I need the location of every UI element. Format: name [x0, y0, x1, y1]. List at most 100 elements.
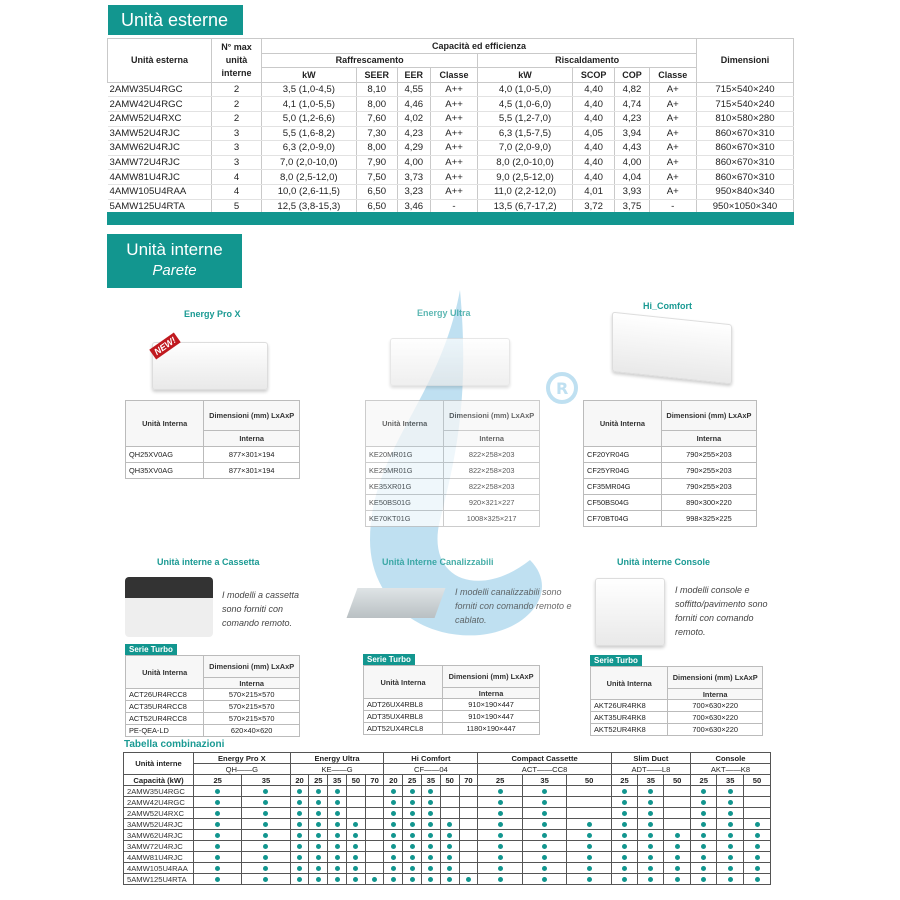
unit-dimensions: 998×325×225	[660, 510, 758, 527]
combination-cell	[192, 807, 243, 819]
combination-cell	[663, 796, 691, 808]
compatible-dot-icon	[353, 843, 359, 849]
compatible-dot-icon	[215, 876, 221, 882]
combination-cell	[477, 851, 523, 863]
cell: 4,04	[614, 169, 650, 185]
combination-cell	[241, 840, 291, 852]
cell: 8,00	[355, 96, 398, 112]
combination-cell	[345, 862, 366, 874]
capacity-value: 35	[637, 774, 665, 786]
compatible-dot-icon	[622, 810, 627, 816]
combination-cell	[458, 851, 479, 863]
compatible-dot-icon	[353, 821, 359, 827]
product-title-energy-pro-x: Energy Pro X	[184, 309, 241, 319]
combination-cell	[308, 829, 329, 841]
combination-cell	[566, 818, 612, 830]
unit-dimensions: 910×190×447	[442, 698, 540, 711]
combination-cell	[458, 829, 479, 841]
console-image	[595, 578, 665, 646]
unit-dimensions: 877×301×194	[203, 446, 300, 463]
col-unit: Unità Interna	[589, 666, 669, 700]
unit-model: 3AMW52U4RJC	[123, 818, 194, 830]
compatible-dot-icon	[390, 843, 396, 849]
compatible-dot-icon	[701, 854, 707, 860]
product-title-energy-ultra: Energy Ultra	[417, 308, 471, 318]
combination-cell	[241, 785, 291, 797]
combination-cell	[421, 818, 441, 830]
combination-cell	[521, 851, 568, 863]
capacity-value: 50	[439, 774, 460, 786]
combination-cell	[402, 873, 423, 885]
table-row: AKT26UR4RK8 700×630×220	[589, 699, 763, 712]
unit-model: AKT26UR4RK8	[589, 699, 669, 712]
compatible-dot-icon	[428, 843, 434, 849]
cell: A++	[429, 169, 479, 185]
compatible-dot-icon	[497, 799, 503, 805]
compatible-dot-icon	[622, 865, 627, 871]
combination-cell	[402, 785, 423, 797]
unit-model: PE-QEA-LD	[124, 724, 205, 737]
compatible-dot-icon	[701, 788, 707, 794]
compatible-dot-icon	[428, 854, 434, 860]
cell: 8,10	[355, 82, 398, 98]
table-row: AKT35UR4RK8 700×630×220	[589, 711, 763, 724]
col-unit: Unità Interna	[124, 400, 205, 447]
col-unit: Unità esterna	[107, 38, 212, 83]
combination-cell	[308, 807, 329, 819]
compatible-dot-icon	[263, 832, 269, 838]
ducted-table: Unità Interna Dimensioni (mm) LxAxP Intern…	[362, 665, 540, 735]
table-row: 2AMW35U4RGC	[123, 785, 771, 797]
combination-cell	[689, 851, 718, 863]
compatible-dot-icon	[428, 821, 434, 827]
cell: 11,0 (2,2-12,0)	[477, 184, 573, 200]
col-heat-class: Classe	[648, 67, 697, 83]
unit-model: CF50BS04G	[583, 494, 662, 511]
compatible-dot-icon	[315, 799, 321, 805]
unit-model: ADT52UX4RCL8	[362, 722, 444, 735]
combination-cell	[439, 851, 460, 863]
table-row: CF20YR04G 790×255×203	[583, 446, 758, 463]
watermark-registered-mark: R	[556, 379, 568, 398]
capacity-value: 50	[743, 774, 771, 786]
combination-cell	[637, 818, 665, 830]
group-code: ACT——CC8	[477, 763, 612, 775]
cell: A+	[648, 126, 697, 142]
cell: 5,5 (1,6-8,2)	[261, 126, 357, 142]
unit-model: KE50BS01G	[364, 494, 445, 511]
combination-cell	[289, 862, 310, 874]
cell: A++	[429, 126, 479, 142]
col-max-units: N° max unità interne	[211, 38, 262, 83]
combination-cell	[402, 818, 423, 830]
col-unit: Unità Interna	[583, 400, 662, 447]
table-row: CF35MR04G 790×255×203	[583, 478, 758, 495]
combination-cell	[402, 807, 423, 819]
compatible-dot-icon	[542, 799, 548, 805]
combination-cell	[743, 873, 771, 885]
cell: 4,23	[396, 126, 431, 142]
compatible-dot-icon	[622, 832, 627, 838]
combination-cell	[458, 785, 479, 797]
combination-cell	[610, 873, 639, 885]
compatible-dot-icon	[390, 832, 396, 838]
table-row: KE35XR01G 822×258×203	[364, 478, 540, 495]
combination-cell	[716, 862, 745, 874]
unit-dimensions: 822×258×203	[443, 446, 540, 463]
group-name: Energy Pro X	[193, 752, 291, 764]
cell: 4,23	[614, 111, 650, 127]
compatible-dot-icon	[334, 854, 340, 860]
unit-dimensions: 790×255×203	[660, 462, 758, 479]
compatible-dot-icon	[215, 854, 221, 860]
combination-cell	[663, 851, 691, 863]
combination-cell	[402, 840, 423, 852]
combination-cell	[743, 785, 771, 797]
col-sub-interna: Interna	[667, 688, 763, 700]
col-dimensions: Dimensioni (mm) LxAxP	[667, 666, 763, 689]
combination-cell	[421, 862, 441, 874]
unit-model: 3AMW72U4RJC	[123, 840, 194, 852]
compatible-dot-icon	[334, 810, 340, 816]
combination-cell	[716, 851, 745, 863]
cell: 3	[211, 155, 262, 171]
unit-model: CF20YR04G	[583, 446, 662, 463]
ducted-title: Unità Interne Canalizzabili	[382, 557, 494, 567]
combination-cell	[610, 862, 639, 874]
